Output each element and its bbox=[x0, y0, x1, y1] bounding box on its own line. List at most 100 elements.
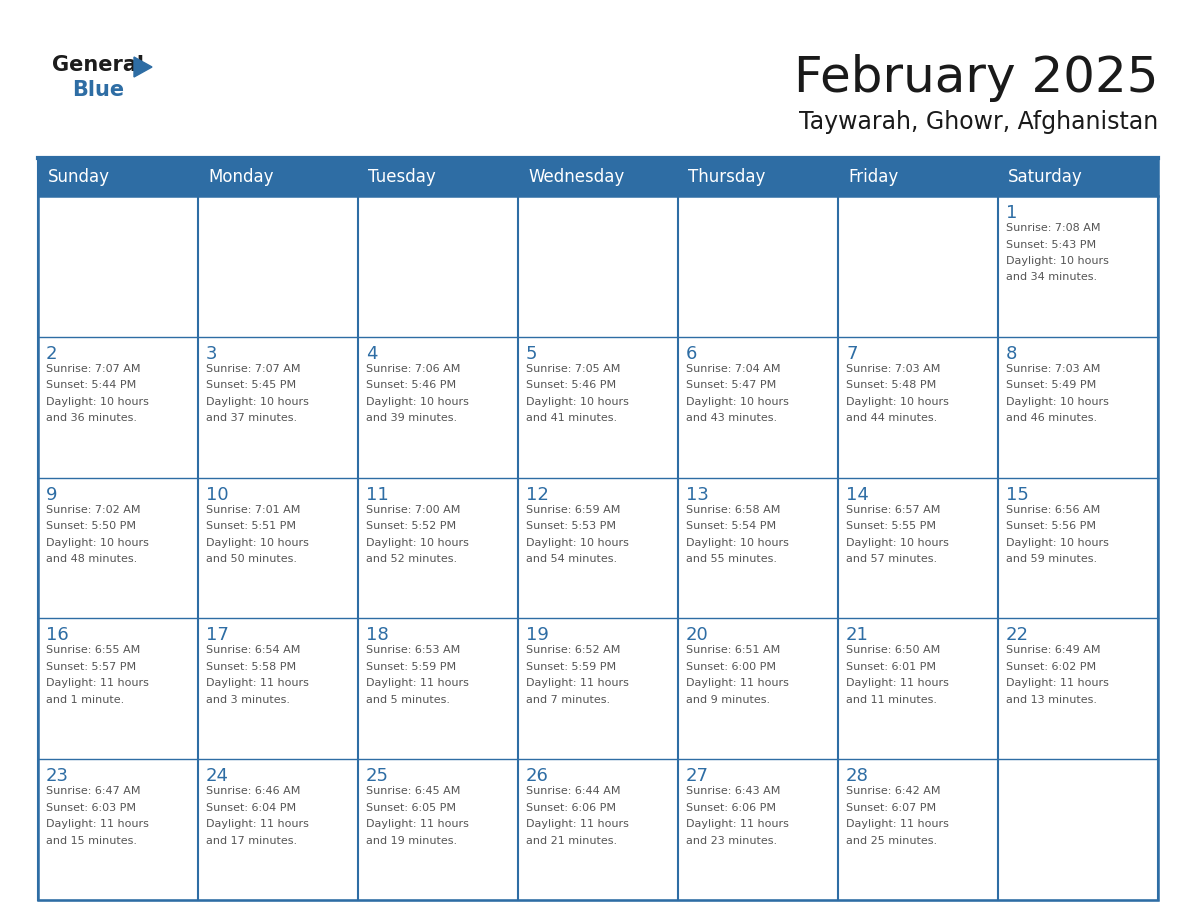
Text: Sunset: 5:54 PM: Sunset: 5:54 PM bbox=[685, 521, 776, 532]
Text: Sunrise: 6:57 AM: Sunrise: 6:57 AM bbox=[846, 505, 941, 515]
Text: February 2025: February 2025 bbox=[794, 54, 1158, 102]
Text: Sunrise: 7:03 AM: Sunrise: 7:03 AM bbox=[846, 364, 941, 374]
Text: Daylight: 11 hours: Daylight: 11 hours bbox=[526, 819, 628, 829]
Text: Daylight: 11 hours: Daylight: 11 hours bbox=[46, 678, 148, 688]
Text: Daylight: 11 hours: Daylight: 11 hours bbox=[46, 819, 148, 829]
Text: and 54 minutes.: and 54 minutes. bbox=[526, 554, 617, 564]
Text: Sunset: 5:43 PM: Sunset: 5:43 PM bbox=[1006, 240, 1097, 250]
Text: Wednesday: Wednesday bbox=[527, 168, 624, 186]
Text: and 48 minutes.: and 48 minutes. bbox=[46, 554, 138, 564]
Text: Sunrise: 7:00 AM: Sunrise: 7:00 AM bbox=[366, 505, 461, 515]
Bar bbox=[518, 337, 678, 477]
Bar bbox=[358, 196, 518, 337]
Text: Daylight: 10 hours: Daylight: 10 hours bbox=[46, 538, 148, 548]
Text: Sunset: 5:45 PM: Sunset: 5:45 PM bbox=[206, 380, 296, 390]
Bar bbox=[678, 759, 838, 900]
Text: and 11 minutes.: and 11 minutes. bbox=[846, 695, 937, 705]
Text: Sunrise: 6:44 AM: Sunrise: 6:44 AM bbox=[526, 786, 620, 796]
Text: Sunrise: 6:51 AM: Sunrise: 6:51 AM bbox=[685, 645, 781, 655]
Text: Daylight: 10 hours: Daylight: 10 hours bbox=[685, 397, 789, 407]
Text: and 55 minutes.: and 55 minutes. bbox=[685, 554, 777, 564]
Text: 20: 20 bbox=[685, 626, 709, 644]
Text: Friday: Friday bbox=[848, 168, 898, 186]
Text: Sunrise: 6:58 AM: Sunrise: 6:58 AM bbox=[685, 505, 781, 515]
Text: Daylight: 11 hours: Daylight: 11 hours bbox=[685, 678, 789, 688]
Text: Sunrise: 7:06 AM: Sunrise: 7:06 AM bbox=[366, 364, 461, 374]
Bar bbox=[38, 196, 198, 337]
Text: Sunday: Sunday bbox=[48, 168, 110, 186]
Text: and 15 minutes.: and 15 minutes. bbox=[46, 835, 137, 845]
Text: Daylight: 10 hours: Daylight: 10 hours bbox=[366, 397, 469, 407]
Text: Sunrise: 6:47 AM: Sunrise: 6:47 AM bbox=[46, 786, 140, 796]
Bar bbox=[198, 196, 358, 337]
Text: 15: 15 bbox=[1006, 486, 1029, 504]
Text: Sunrise: 7:04 AM: Sunrise: 7:04 AM bbox=[685, 364, 781, 374]
Text: Sunset: 6:07 PM: Sunset: 6:07 PM bbox=[846, 802, 936, 812]
Text: Sunrise: 7:05 AM: Sunrise: 7:05 AM bbox=[526, 364, 620, 374]
Text: 19: 19 bbox=[526, 626, 549, 644]
Text: and 17 minutes.: and 17 minutes. bbox=[206, 835, 297, 845]
Bar bbox=[838, 619, 998, 759]
Bar bbox=[38, 477, 198, 619]
Text: Sunrise: 7:01 AM: Sunrise: 7:01 AM bbox=[206, 505, 301, 515]
Text: Sunrise: 6:50 AM: Sunrise: 6:50 AM bbox=[846, 645, 940, 655]
Text: 23: 23 bbox=[46, 767, 69, 785]
Text: and 57 minutes.: and 57 minutes. bbox=[846, 554, 937, 564]
Text: 24: 24 bbox=[206, 767, 229, 785]
Text: Sunset: 6:04 PM: Sunset: 6:04 PM bbox=[206, 802, 296, 812]
Text: and 7 minutes.: and 7 minutes. bbox=[526, 695, 611, 705]
Text: and 44 minutes.: and 44 minutes. bbox=[846, 413, 937, 423]
Text: and 46 minutes.: and 46 minutes. bbox=[1006, 413, 1098, 423]
Text: Daylight: 10 hours: Daylight: 10 hours bbox=[46, 397, 148, 407]
Text: Daylight: 11 hours: Daylight: 11 hours bbox=[846, 678, 949, 688]
Text: Daylight: 10 hours: Daylight: 10 hours bbox=[685, 538, 789, 548]
Text: Daylight: 10 hours: Daylight: 10 hours bbox=[1006, 538, 1108, 548]
Text: 10: 10 bbox=[206, 486, 228, 504]
Text: Saturday: Saturday bbox=[1007, 168, 1082, 186]
Text: Sunrise: 7:08 AM: Sunrise: 7:08 AM bbox=[1006, 223, 1100, 233]
Text: and 21 minutes.: and 21 minutes. bbox=[526, 835, 617, 845]
Text: Sunset: 5:50 PM: Sunset: 5:50 PM bbox=[46, 521, 135, 532]
Text: and 52 minutes.: and 52 minutes. bbox=[366, 554, 457, 564]
Text: Daylight: 10 hours: Daylight: 10 hours bbox=[526, 397, 628, 407]
Bar bbox=[678, 337, 838, 477]
Text: and 13 minutes.: and 13 minutes. bbox=[1006, 695, 1097, 705]
Text: 14: 14 bbox=[846, 486, 868, 504]
Text: and 25 minutes.: and 25 minutes. bbox=[846, 835, 937, 845]
Bar bbox=[998, 477, 1158, 619]
Text: Sunset: 6:06 PM: Sunset: 6:06 PM bbox=[685, 802, 776, 812]
Bar bbox=[518, 759, 678, 900]
Text: 4: 4 bbox=[366, 345, 378, 363]
Text: Sunrise: 6:55 AM: Sunrise: 6:55 AM bbox=[46, 645, 140, 655]
Text: and 37 minutes.: and 37 minutes. bbox=[206, 413, 297, 423]
Bar bbox=[198, 759, 358, 900]
Bar bbox=[38, 619, 198, 759]
Text: Sunrise: 7:02 AM: Sunrise: 7:02 AM bbox=[46, 505, 140, 515]
Text: 21: 21 bbox=[846, 626, 868, 644]
Text: Daylight: 10 hours: Daylight: 10 hours bbox=[366, 538, 469, 548]
Text: and 23 minutes.: and 23 minutes. bbox=[685, 835, 777, 845]
Bar bbox=[198, 337, 358, 477]
Text: 13: 13 bbox=[685, 486, 709, 504]
Bar bbox=[518, 477, 678, 619]
Text: Sunset: 5:51 PM: Sunset: 5:51 PM bbox=[206, 521, 296, 532]
Text: Sunset: 5:44 PM: Sunset: 5:44 PM bbox=[46, 380, 137, 390]
Text: and 59 minutes.: and 59 minutes. bbox=[1006, 554, 1098, 564]
Bar bbox=[998, 619, 1158, 759]
Text: 6: 6 bbox=[685, 345, 697, 363]
Text: Sunset: 5:53 PM: Sunset: 5:53 PM bbox=[526, 521, 617, 532]
Text: 1: 1 bbox=[1006, 204, 1017, 222]
Text: Daylight: 10 hours: Daylight: 10 hours bbox=[1006, 397, 1108, 407]
Text: Daylight: 10 hours: Daylight: 10 hours bbox=[206, 538, 309, 548]
Text: 22: 22 bbox=[1006, 626, 1029, 644]
Text: Sunset: 5:58 PM: Sunset: 5:58 PM bbox=[206, 662, 296, 672]
Text: Sunrise: 6:59 AM: Sunrise: 6:59 AM bbox=[526, 505, 620, 515]
Bar bbox=[998, 196, 1158, 337]
Text: General: General bbox=[52, 55, 144, 75]
Text: Sunset: 5:59 PM: Sunset: 5:59 PM bbox=[526, 662, 617, 672]
Bar bbox=[38, 759, 198, 900]
Text: and 50 minutes.: and 50 minutes. bbox=[206, 554, 297, 564]
Text: 7: 7 bbox=[846, 345, 858, 363]
Bar bbox=[998, 759, 1158, 900]
Bar bbox=[518, 196, 678, 337]
